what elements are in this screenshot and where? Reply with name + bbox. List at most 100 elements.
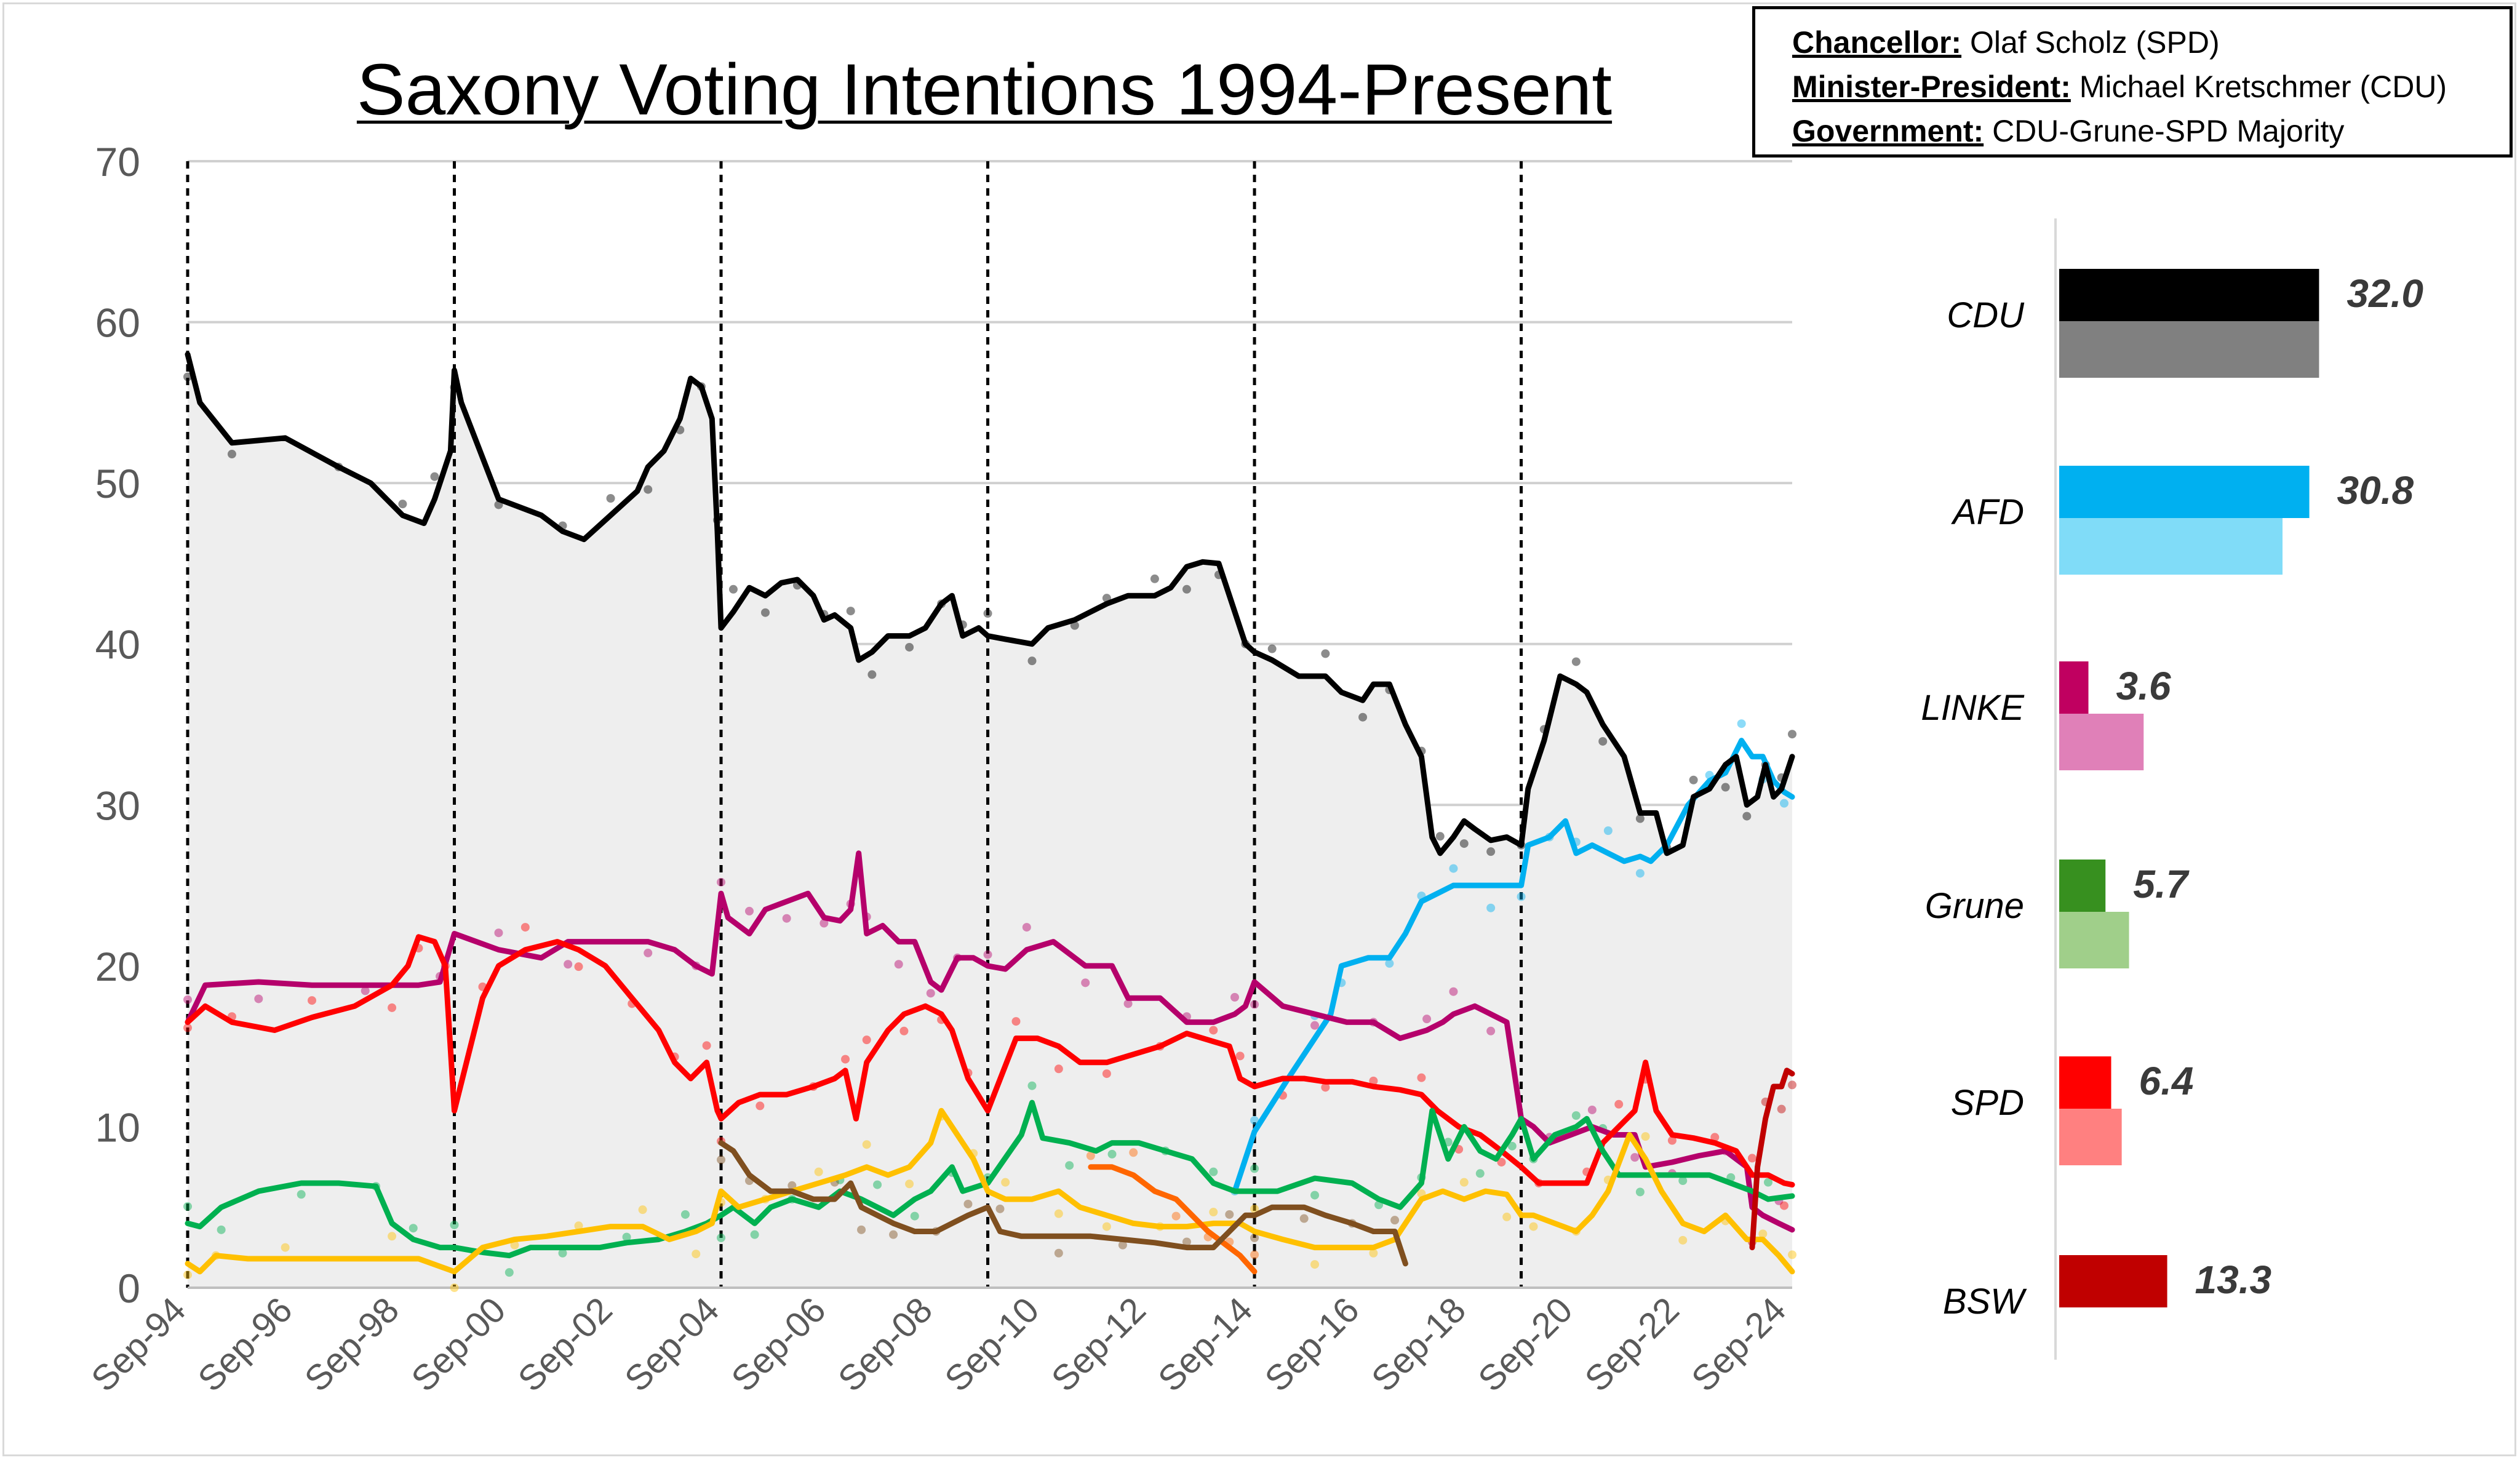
poll-dot-spd [574,962,583,971]
poll-dot-spd [388,1003,397,1012]
bar-category-label: LINKE [1921,688,2025,728]
x-tick-label: Sep-02 [511,1290,620,1399]
line-chart: 010203040506070Sep-94Sep-96Sep-98Sep-00S… [84,139,1796,1399]
poll-dot-cdu [1721,783,1730,792]
poll-dot-fdp [1209,1208,1218,1217]
poll-dot-cdu [1435,832,1445,841]
poll-dot-grune [1763,1178,1772,1187]
bar-previous-cdu [2059,321,2319,378]
poll-dot-grune [450,1220,459,1229]
y-tick-label: 0 [118,1266,140,1311]
x-tick-label: Sep-98 [297,1290,407,1399]
poll-dot-fdp [1529,1222,1538,1231]
poll-dot-cdu [1358,712,1368,722]
poll-dot-afd [1603,826,1613,836]
poll-dot-grune [680,1210,690,1219]
poll-dot-cdu [1459,839,1469,848]
poll-dot-spd [862,1035,871,1045]
x-tick-label: Sep-24 [1684,1290,1793,1399]
poll-dot-grune [1678,1176,1688,1186]
poll-dot-spd [1011,1017,1021,1026]
poll-dot-grune [1250,1164,1259,1173]
y-tick-label: 10 [95,1104,140,1150]
bar-current-cdu [2059,269,2319,321]
poll-dot-cdu [983,609,992,618]
poll-dot-fdp [450,1283,459,1292]
poll-dot-spd [702,1041,711,1050]
series-line-bsw [1749,1067,1795,1251]
poll-dot-cdu [1788,730,1796,739]
poll-dot-cdu [846,607,855,616]
bar-current-bsw [2059,1255,2167,1307]
poll-dot-spd [1321,1083,1330,1092]
x-tick-label: Sep-10 [937,1290,1047,1399]
poll-dot-linke [1022,923,1031,932]
bar-category-label: BSW [1943,1282,2027,1322]
chancellor-row: Chancellor: Olaf Scholz (SPD) [1792,20,2510,65]
poll-dot-spd [1054,1064,1063,1074]
poll-dot-spd [1614,1099,1624,1109]
x-tick-label: Sep-08 [831,1290,940,1399]
bar-current-linke [2059,661,2089,714]
poll-dot-linke [564,960,573,969]
chancellor-value: Olaf Scholz (SPD) [1969,25,2220,60]
poll-dot-linke [782,914,791,923]
x-tick-label: Sep-12 [1044,1290,1154,1399]
bar-previous-linke [2059,714,2144,770]
poll-dot-spd [183,1023,192,1032]
bar-category-label: Grune [1925,886,2024,926]
poll-dot-fdp [1054,1209,1063,1218]
poll-dot-afd [1449,864,1458,873]
government-label: Government: [1792,114,1984,148]
x-tick-label: Sep-00 [404,1290,513,1399]
series-line-grune [185,1099,1795,1259]
poll-dot-cdu [1267,644,1277,653]
poll-dot-fdp [1502,1212,1512,1221]
poll-dot-linke [1310,1021,1320,1030]
chancellor-label: Chancellor: [1792,25,1962,60]
poll-dot-cdu [227,450,236,459]
bar-previous-afd [2059,518,2283,575]
poll-dot-grune [910,1211,919,1221]
series-line-afd [1232,738,1795,1194]
poll-dot-grune [1475,1169,1485,1178]
poll-dot-piraten [1250,1250,1259,1259]
poll-dot-spd [1710,1133,1720,1142]
poll-dot-linke [1123,999,1133,1008]
y-tick-label: 50 [95,461,140,506]
poll-dot-spd [1667,1136,1677,1145]
poll-dot-spd [1369,1076,1378,1085]
poll-dot-afd [1250,1115,1259,1125]
poll-dot-cdu [1321,649,1330,658]
y-tick-label: 60 [95,300,140,346]
poll-dot-fdp [1459,1178,1469,1187]
poll-dot-linke [183,995,192,1004]
bar-previous-grune [2059,912,2129,968]
poll-dot-npd [1182,1237,1191,1247]
poll-dot-cdu [644,485,653,494]
series-line-linke [185,850,1795,1233]
poll-dot-npd [1118,1240,1127,1250]
poll-dot-linke [819,919,829,928]
series-line-npd [718,1140,1408,1267]
poll-dot-fdp [638,1205,647,1215]
series-line-fdp [185,1107,1795,1275]
poll-dot-cdu [1742,812,1752,821]
poll-dot-linke [1449,987,1458,996]
poll-dot-fdp [388,1232,397,1241]
poll-dot-afd [1517,892,1526,901]
poll-dot-fdp [1641,1132,1650,1141]
poll-dot-grune [750,1230,759,1239]
poll-dot-npd [857,1225,866,1234]
government-row: Government: CDU-Grune-SPD Majority [1792,109,2510,153]
poll-dot-cdu [183,372,192,381]
poll-dot-cdu [1635,814,1645,823]
poll-dot-piraten [1086,1151,1095,1160]
poll-dot-linke [894,960,903,969]
poll-dot-linke [1630,1153,1640,1162]
x-tick-label: Sep-20 [1470,1290,1580,1399]
poll-dot-cdu [1486,847,1496,856]
poll-dot-linke [717,877,726,887]
x-tick-label: Sep-18 [1364,1290,1473,1399]
y-tick-label: 30 [95,783,140,828]
